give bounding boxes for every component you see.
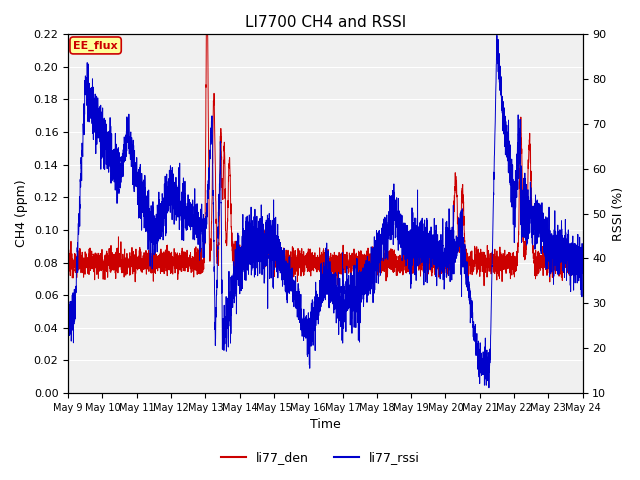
li77_den bbox=[285, 254, 292, 260]
li77_den bbox=[538, 261, 545, 266]
Line: li77_rssi: li77_rssi bbox=[68, 36, 582, 388]
li77_den bbox=[280, 262, 288, 268]
li77_den bbox=[309, 261, 317, 266]
li77_rssi bbox=[280, 282, 288, 288]
li77_den bbox=[438, 256, 446, 262]
li77_rssi bbox=[563, 247, 571, 253]
X-axis label: Time: Time bbox=[310, 419, 340, 432]
Line: li77_den: li77_den bbox=[68, 34, 582, 286]
li77_rssi bbox=[438, 251, 445, 256]
li77_rssi bbox=[485, 385, 493, 391]
li77_den bbox=[579, 254, 586, 260]
li77_rssi bbox=[64, 338, 72, 344]
li77_den bbox=[202, 31, 210, 37]
Legend: li77_den, li77_rssi: li77_den, li77_rssi bbox=[216, 446, 424, 469]
Y-axis label: CH4 (ppm): CH4 (ppm) bbox=[15, 180, 28, 247]
li77_den bbox=[563, 259, 571, 264]
li77_rssi bbox=[493, 33, 500, 38]
Text: EE_flux: EE_flux bbox=[74, 40, 118, 50]
li77_rssi bbox=[579, 270, 586, 276]
li77_den bbox=[64, 261, 72, 267]
li77_rssi bbox=[285, 278, 292, 284]
li77_rssi bbox=[308, 306, 316, 312]
li77_rssi bbox=[538, 217, 545, 223]
Y-axis label: RSSI (%): RSSI (%) bbox=[612, 186, 625, 240]
li77_den bbox=[480, 283, 488, 288]
Title: LI7700 CH4 and RSSI: LI7700 CH4 and RSSI bbox=[244, 15, 406, 30]
